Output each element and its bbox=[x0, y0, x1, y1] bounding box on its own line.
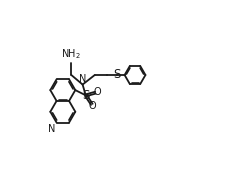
Text: S: S bbox=[82, 89, 90, 102]
Text: N: N bbox=[78, 74, 86, 84]
Text: NH$_2$: NH$_2$ bbox=[61, 47, 81, 61]
Text: O: O bbox=[94, 87, 101, 97]
Text: O: O bbox=[88, 102, 96, 111]
Text: N: N bbox=[48, 124, 56, 134]
Text: S: S bbox=[114, 68, 121, 81]
